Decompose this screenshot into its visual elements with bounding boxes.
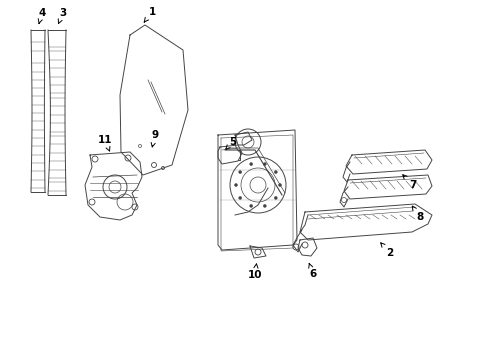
Text: 9: 9	[151, 130, 159, 147]
Circle shape	[274, 171, 277, 174]
Circle shape	[250, 204, 253, 207]
Circle shape	[263, 163, 266, 166]
Text: 2: 2	[381, 243, 393, 258]
Text: 3: 3	[58, 8, 67, 24]
Circle shape	[250, 163, 253, 166]
Text: 6: 6	[309, 264, 317, 279]
Text: 5: 5	[226, 137, 237, 149]
Text: 8: 8	[412, 206, 424, 222]
Circle shape	[239, 171, 242, 174]
Text: 4: 4	[38, 8, 46, 24]
Circle shape	[274, 197, 277, 199]
Circle shape	[239, 197, 242, 199]
Circle shape	[278, 184, 281, 186]
Text: 1: 1	[144, 7, 156, 22]
Circle shape	[263, 204, 266, 207]
Circle shape	[235, 184, 238, 186]
Text: 11: 11	[98, 135, 112, 151]
Text: 7: 7	[403, 175, 416, 190]
Text: 10: 10	[248, 264, 262, 280]
